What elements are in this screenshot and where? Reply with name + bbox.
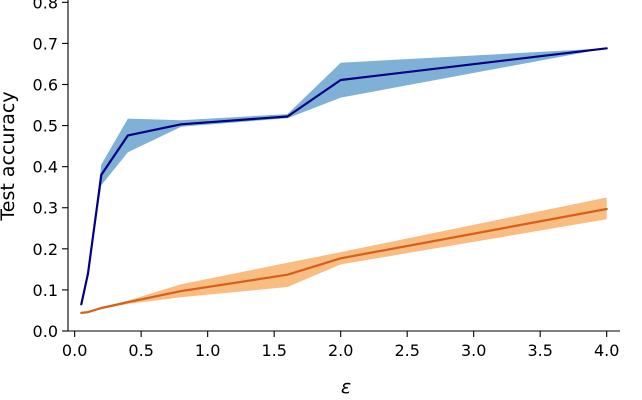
series-1-confidence-band — [81, 48, 607, 305]
x-tick-label: 3.0 — [461, 341, 486, 360]
y-tick-label: 0.7 — [33, 34, 58, 53]
y-axis: 0.0 0.1 0.2 0.3 0.4 0.5 0.6 0.7 0.8 — [33, 0, 69, 341]
y-tick-label: 0.0 — [33, 322, 58, 341]
x-tick-label: 2.0 — [328, 341, 353, 360]
plot-area — [80, 47, 608, 314]
y-axis-label: Test accuracy — [0, 91, 19, 221]
x-tick-label: 4.0 — [594, 341, 619, 360]
x-axis-label: ε — [341, 376, 351, 398]
y-tick-label: 0.1 — [33, 281, 58, 300]
series-2-confidence-band — [81, 197, 607, 314]
series-2-line — [80, 207, 608, 314]
x-tick-label: 2.5 — [394, 341, 419, 360]
y-tick-label: 0.4 — [33, 158, 58, 177]
series-1-line — [80, 47, 608, 306]
x-tick-label: 1.0 — [195, 341, 220, 360]
y-tick-label: 0.5 — [33, 117, 58, 136]
x-tick-label: 0.5 — [128, 341, 153, 360]
x-axis: 0.0 0.5 1.0 1.5 2.0 2.5 3.0 3.5 4.0 — [62, 330, 620, 360]
x-tick-label: 3.5 — [527, 341, 552, 360]
y-tick-label: 0.8 — [33, 0, 58, 12]
y-tick-label: 0.3 — [33, 199, 58, 218]
x-tick-label: 1.5 — [261, 341, 286, 360]
y-tick-label: 0.2 — [33, 240, 58, 259]
y-tick-label: 0.6 — [33, 75, 58, 94]
x-tick-label: 0.0 — [62, 341, 87, 360]
